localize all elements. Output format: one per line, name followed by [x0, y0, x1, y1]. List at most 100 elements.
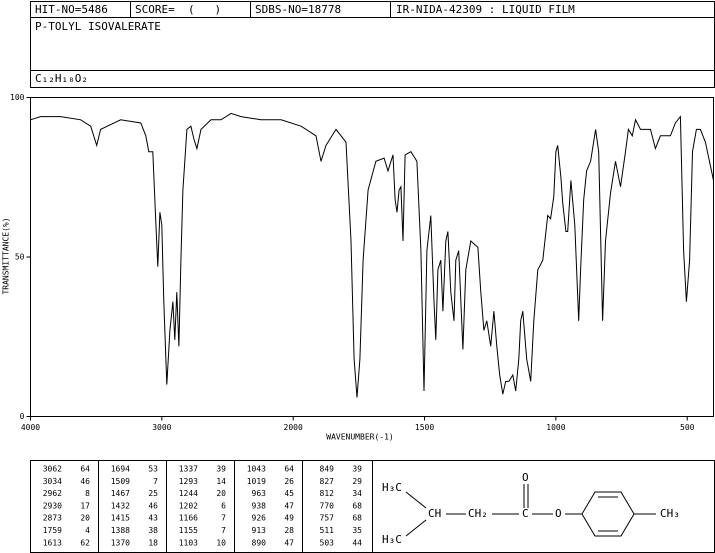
atom-label: CH₃	[660, 507, 680, 520]
peak-transmittance: 64	[284, 465, 294, 474]
peak-wavenumber: 1103	[179, 538, 198, 547]
peak-wavenumber: 812	[320, 489, 335, 498]
x-tick-label: 1000	[546, 423, 565, 432]
atom-label: H₃C	[382, 481, 402, 494]
peak-wavenumber: 1509	[111, 477, 130, 486]
peak-transmittance: 47	[284, 538, 294, 547]
peak-transmittance: 4	[85, 526, 90, 535]
peak-transmittance: 7	[221, 514, 226, 523]
score: SCORE= ( )	[135, 3, 221, 16]
y-axis-title: TRANSMITTANCE(%)	[2, 217, 11, 294]
peak-wavenumber: 1415	[111, 514, 130, 523]
plot-frame	[30, 97, 714, 417]
bond	[405, 491, 427, 509]
peak-transmittance: 29	[352, 477, 362, 486]
peak-wavenumber: 1694	[111, 465, 130, 474]
peak-wavenumber: 503	[320, 538, 335, 547]
peak-wavenumber: 1613	[43, 538, 62, 547]
peak-wavenumber: 1202	[179, 501, 198, 510]
peak-transmittance: 46	[148, 501, 158, 510]
peak-wavenumber: 3034	[43, 477, 62, 486]
x-tick-label: 2000	[284, 423, 303, 432]
peak-transmittance: 47	[284, 501, 294, 510]
peak-transmittance: 45	[284, 489, 294, 498]
peak-wavenumber: 1467	[111, 489, 130, 498]
peak-wavenumber: 1019	[247, 477, 266, 486]
hit-no: HIT-NO=5486	[35, 3, 108, 16]
peak-transmittance: 64	[80, 465, 90, 474]
atom-label: O	[555, 507, 562, 520]
peak-transmittance: 25	[148, 489, 158, 498]
compound-name: P-TOLYL ISOVALERATE	[35, 20, 161, 33]
header-frame	[30, 1, 715, 88]
peak-wavenumber: 963	[252, 489, 267, 498]
peak-wavenumber: 849	[320, 465, 335, 474]
peak-transmittance: 6	[221, 501, 226, 510]
peak-transmittance: 68	[352, 514, 362, 523]
peak-wavenumber: 1388	[111, 526, 130, 535]
method: IR-NIDA-42309 : LIQUID FILM	[396, 3, 575, 16]
peak-transmittance: 7	[221, 526, 226, 535]
y-tick-label: 0	[20, 412, 25, 421]
structure: H₃C H₃C CH CH₂ C O O CH₃	[382, 471, 680, 546]
peak-wavenumber: 2930	[43, 501, 62, 510]
peak-transmittance: 20	[216, 489, 226, 498]
sdbs-no: SDBS-NO=18778	[255, 3, 341, 16]
peak-transmittance: 44	[352, 538, 362, 547]
peak-transmittance: 26	[284, 477, 294, 486]
peak-transmittance: 46	[80, 477, 90, 486]
peak-wavenumber: 938	[252, 501, 267, 510]
spectrum-line	[30, 112, 714, 398]
peak-transmittance: 68	[352, 501, 362, 510]
y-tick-label: 100	[10, 93, 25, 102]
x-tick-label: 1500	[415, 423, 434, 432]
peak-wavenumber: 890	[252, 538, 267, 547]
peak-wavenumber: 1155	[179, 526, 198, 535]
peak-wavenumber: 827	[320, 477, 335, 486]
x-axis-title: WAVENUMBER(-1)	[326, 433, 393, 442]
x-tick-label: 3000	[152, 423, 171, 432]
atom-label: H₃C	[382, 533, 402, 546]
peak-wavenumber: 1043	[247, 465, 266, 474]
peak-transmittance: 17	[80, 501, 90, 510]
peak-transmittance: 62	[80, 538, 90, 547]
peak-wavenumber: 770	[320, 501, 335, 510]
peak-wavenumber: 926	[252, 514, 267, 523]
peak-transmittance: 53	[148, 465, 158, 474]
peak-wavenumber: 1759	[43, 526, 62, 535]
x-tick-label: 500	[680, 423, 695, 432]
peak-transmittance: 7	[153, 477, 158, 486]
bond	[405, 519, 427, 537]
peak-wavenumber: 1166	[179, 514, 198, 523]
peak-transmittance: 34	[352, 489, 362, 498]
peak-wavenumber: 913	[252, 526, 267, 535]
peak-transmittance: 38	[148, 526, 158, 535]
peak-transmittance: 10	[216, 538, 226, 547]
header: HIT-NO=5486 SCORE= ( ) SDBS-NO=18778 IR-…	[30, 1, 715, 88]
peak-wavenumber: 2873	[43, 514, 62, 523]
peak-transmittance: 8	[85, 489, 90, 498]
peak-wavenumber: 757	[320, 514, 335, 523]
peak-transmittance: 43	[148, 514, 158, 523]
atom-label: CH	[428, 507, 441, 520]
atom-label: O	[522, 471, 529, 484]
peak-wavenumber: 3062	[43, 465, 62, 474]
peak-wavenumber: 511	[320, 526, 335, 535]
peak-transmittance: 49	[284, 514, 294, 523]
y-tick-label: 50	[15, 253, 25, 262]
peak-wavenumber: 2962	[43, 489, 62, 498]
peak-wavenumber: 1293	[179, 477, 198, 486]
atom-label: CH₂	[468, 507, 488, 520]
peak-wavenumber: 1244	[179, 489, 198, 498]
benzene-ring	[581, 491, 635, 537]
peak-transmittance: 39	[352, 465, 362, 474]
peak-transmittance: 35	[352, 526, 362, 535]
peak-transmittance: 20	[80, 514, 90, 523]
x-tick-label: 4000	[21, 423, 40, 432]
formula: C₁₂H₁₈O₂	[35, 72, 88, 85]
peak-transmittance: 18	[148, 538, 158, 547]
peak-transmittance: 39	[216, 465, 226, 474]
peak-wavenumber: 1432	[111, 501, 130, 510]
peak-transmittance: 14	[216, 477, 226, 486]
